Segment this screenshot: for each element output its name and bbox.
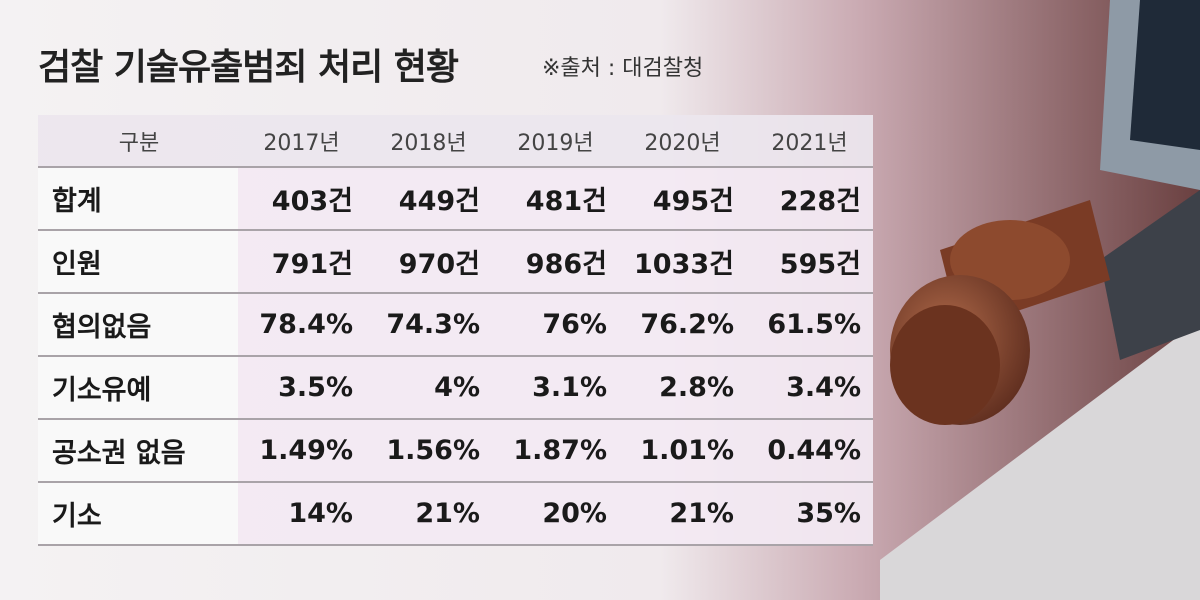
title: 검찰 기술유출범죄 처리 현황 bbox=[38, 47, 459, 88]
table-cell: 595건 bbox=[746, 230, 873, 294]
table-cell: 449건 bbox=[365, 167, 492, 231]
table-cell: 3.4% bbox=[746, 356, 873, 420]
table-cell: 1033건 bbox=[619, 230, 746, 294]
table-cell: 20% bbox=[492, 482, 619, 546]
table-cell: 986건 bbox=[492, 230, 619, 294]
table-cell: 0.44% bbox=[746, 419, 873, 483]
data-table: 구분 2017년 2018년 2019년 2020년 2021년 합계 403건 449건 481… bbox=[38, 115, 873, 546]
table-cell: 970건 bbox=[365, 230, 492, 294]
table-cell: 1.49% bbox=[238, 419, 365, 483]
row-label: 협의없음 bbox=[38, 293, 238, 357]
table-cell: 1.01% bbox=[619, 419, 746, 483]
table-cell: 3.5% bbox=[238, 356, 365, 420]
column-header: 2021년 bbox=[746, 115, 873, 168]
table-row: 공소권 없음 1.49% 1.56% 1.87% 1.01% 0.44% bbox=[38, 419, 873, 483]
header-row: 구분 2017년 2018년 2019년 2020년 2021년 bbox=[38, 115, 873, 168]
table-cell: 1.87% bbox=[492, 419, 619, 483]
table-row: 기소 14% 21% 20% 21% 35% bbox=[38, 482, 873, 546]
table-cell: 21% bbox=[619, 482, 746, 546]
table-row: 기소유예 3.5% 4% 3.1% 2.8% 3.4% bbox=[38, 356, 873, 420]
table-cell: 403건 bbox=[238, 167, 365, 231]
table-cell: 14% bbox=[238, 482, 365, 546]
column-header: 2020년 bbox=[619, 115, 746, 168]
table-row: 인원 791건 970건 986건 1033건 595건 bbox=[38, 230, 873, 294]
row-label: 인원 bbox=[38, 230, 238, 294]
table-cell: 495건 bbox=[619, 167, 746, 231]
row-label: 합계 bbox=[38, 167, 238, 231]
table-cell: 76.2% bbox=[619, 293, 746, 357]
table-cell: 2.8% bbox=[619, 356, 746, 420]
source-note: ※출처 : 대검찰청 bbox=[542, 56, 704, 81]
table-cell: 3.1% bbox=[492, 356, 619, 420]
table-cell: 61.5% bbox=[746, 293, 873, 357]
column-header: 2017년 bbox=[238, 115, 365, 168]
table-cell: 228건 bbox=[746, 167, 873, 231]
table-cell: 1.56% bbox=[365, 419, 492, 483]
table-row: 합계 403건 449건 481건 495건 228건 bbox=[38, 167, 873, 231]
table-cell: 35% bbox=[746, 482, 873, 546]
row-label: 기소 bbox=[38, 482, 238, 546]
table-cell: 76% bbox=[492, 293, 619, 357]
table-cell: 791건 bbox=[238, 230, 365, 294]
row-label: 기소유예 bbox=[38, 356, 238, 420]
table-cell: 21% bbox=[365, 482, 492, 546]
table-row: 협의없음 78.4% 74.3% 76% 76.2% 61.5% bbox=[38, 293, 873, 357]
table-cell: 4% bbox=[365, 356, 492, 420]
row-label: 공소권 없음 bbox=[38, 419, 238, 483]
column-header: 구분 bbox=[38, 115, 238, 168]
table-cell: 481건 bbox=[492, 167, 619, 231]
table-cell: 74.3% bbox=[365, 293, 492, 357]
table-cell: 78.4% bbox=[238, 293, 365, 357]
column-header: 2018년 bbox=[365, 115, 492, 168]
column-header: 2019년 bbox=[492, 115, 619, 168]
